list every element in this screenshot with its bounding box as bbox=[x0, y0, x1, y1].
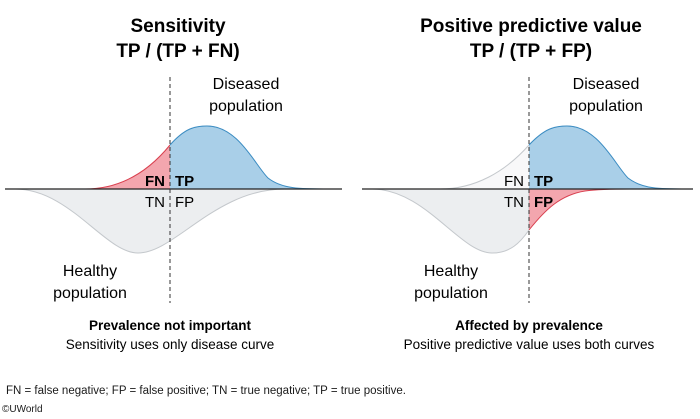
right-diseased-label-line1: Diseased bbox=[573, 76, 640, 93]
right-tp-label: TP bbox=[534, 173, 553, 190]
left-tp-outline bbox=[169, 125, 331, 190]
right-caption-bold: Affected by prevalence bbox=[455, 318, 603, 333]
left-title-line1: Sensitivity bbox=[130, 16, 225, 37]
right-fn-region bbox=[440, 145, 529, 189]
left-fp-label: FP bbox=[175, 194, 194, 211]
right-tp-region bbox=[529, 126, 688, 189]
left-healthy-label-line2: population bbox=[53, 285, 127, 302]
left-tn-label: TN bbox=[145, 194, 165, 211]
right-fp-label: FP bbox=[534, 194, 553, 211]
left-tp-label: TP bbox=[175, 173, 194, 190]
left-tp-region bbox=[170, 126, 330, 189]
right-caption: Positive predictive value uses both curv… bbox=[404, 337, 655, 352]
right-tn-region bbox=[371, 188, 530, 254]
left-fn-region bbox=[85, 145, 170, 189]
right-title-line2: TP / (TP + FP) bbox=[470, 41, 592, 62]
left-title-line2: TP / (TP + FN) bbox=[116, 41, 239, 62]
footnote: FN = false negative; FP = false positive… bbox=[6, 385, 406, 397]
right-healthy-label-line2: population bbox=[414, 285, 488, 302]
left-healthy-curve bbox=[14, 188, 286, 254]
right-title-line1: Positive predictive value bbox=[420, 16, 642, 37]
left-fn-label: FN bbox=[145, 173, 165, 190]
left-panel: Sensitivity TP / (TP + FN) FN TP TN FP D… bbox=[5, 16, 342, 352]
left-diseased-label-line1: Diseased bbox=[213, 76, 280, 93]
left-caption: Sensitivity uses only disease curve bbox=[66, 337, 275, 352]
right-panel: Positive predictive value TP / (TP + FP)… bbox=[362, 16, 693, 352]
right-diseased-label-line2: population bbox=[569, 98, 643, 115]
right-healthy-label-line1: Healthy bbox=[424, 263, 478, 280]
copyright: ©UWorld bbox=[2, 404, 43, 415]
left-diseased-label-line2: population bbox=[209, 98, 283, 115]
right-tn-label: TN bbox=[504, 194, 524, 211]
left-healthy-label-line1: Healthy bbox=[63, 263, 117, 280]
right-fn-label: FN bbox=[504, 173, 524, 190]
right-fp-region bbox=[529, 189, 630, 230]
right-tp-outline bbox=[528, 125, 689, 190]
left-caption-bold: Prevalence not important bbox=[89, 318, 252, 333]
